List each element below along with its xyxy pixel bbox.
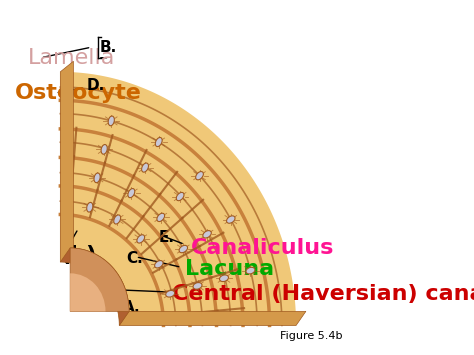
- Ellipse shape: [128, 189, 135, 198]
- Text: Central (Haversian) canal: Central (Haversian) canal: [172, 284, 474, 304]
- Polygon shape: [60, 61, 73, 262]
- Ellipse shape: [157, 213, 164, 222]
- Text: Osteocyte: Osteocyte: [15, 83, 141, 103]
- Ellipse shape: [203, 231, 211, 238]
- Ellipse shape: [101, 144, 107, 154]
- Text: B.: B.: [100, 40, 117, 55]
- Wedge shape: [70, 248, 129, 311]
- Ellipse shape: [137, 235, 145, 243]
- Ellipse shape: [142, 163, 148, 172]
- Ellipse shape: [193, 283, 202, 289]
- Ellipse shape: [114, 215, 120, 224]
- Wedge shape: [70, 273, 106, 311]
- Ellipse shape: [94, 173, 100, 183]
- Text: Figure 5.4b: Figure 5.4b: [280, 331, 342, 341]
- Text: Lacuna: Lacuna: [185, 259, 274, 279]
- Polygon shape: [60, 248, 129, 326]
- Ellipse shape: [196, 171, 203, 180]
- Ellipse shape: [227, 216, 235, 223]
- Ellipse shape: [108, 116, 114, 126]
- Text: Canaliculus: Canaliculus: [191, 238, 335, 258]
- Text: Lamella: Lamella: [27, 48, 115, 68]
- Text: C.: C.: [126, 251, 143, 266]
- Ellipse shape: [87, 202, 93, 212]
- Text: E.: E.: [158, 230, 174, 245]
- Ellipse shape: [176, 192, 184, 201]
- Ellipse shape: [155, 261, 163, 268]
- Ellipse shape: [155, 137, 162, 147]
- PathPatch shape: [60, 72, 296, 326]
- Text: (b): (b): [60, 245, 97, 265]
- Ellipse shape: [219, 275, 228, 282]
- Ellipse shape: [246, 267, 255, 274]
- Ellipse shape: [166, 290, 175, 297]
- Polygon shape: [119, 311, 306, 326]
- Ellipse shape: [179, 245, 188, 253]
- Text: D.: D.: [87, 78, 105, 93]
- Text: A.: A.: [123, 300, 140, 315]
